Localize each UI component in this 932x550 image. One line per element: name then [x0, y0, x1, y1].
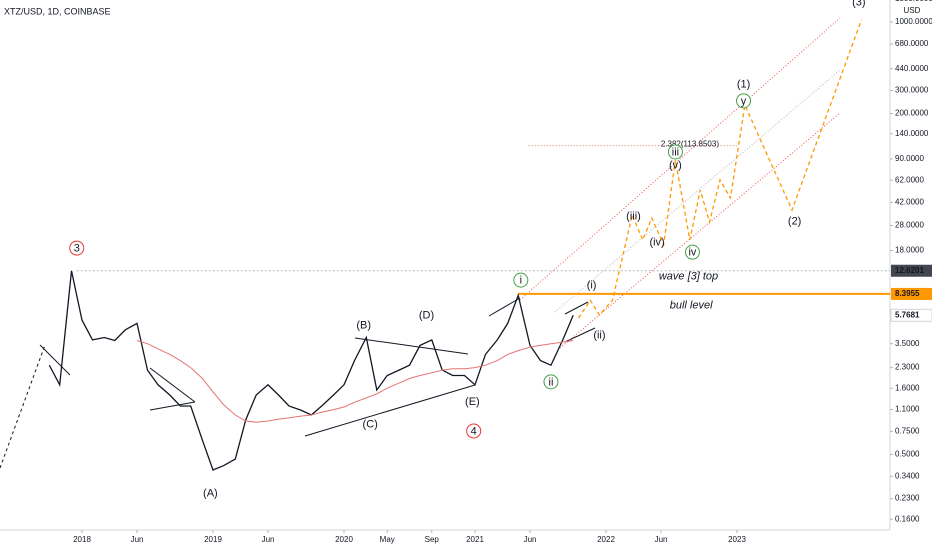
currency-label: USD: [904, 6, 921, 15]
y-tick-label: 1000.0000: [895, 17, 932, 26]
y-tick-label: 1500.0000: [895, 0, 932, 3]
wave-label: iii: [672, 146, 679, 158]
trendline: [39, 344, 71, 376]
trendline: [488, 297, 521, 317]
wave-label: bull level: [670, 299, 713, 311]
y-tick-label: 200.0000: [895, 109, 929, 118]
y-tick-label: 42.0000: [895, 197, 924, 206]
y-tick-label: 2.3000: [895, 363, 920, 372]
y-tick-label: 0.5000: [895, 450, 920, 459]
wave-label: wave [3] top: [659, 270, 718, 282]
x-tick-label: 2018: [73, 535, 91, 544]
y-tick-label: 680.0000: [895, 39, 929, 48]
wave-circle: [513, 272, 529, 288]
last-price-label: 5.7681: [895, 310, 920, 319]
trendline: [149, 401, 196, 411]
x-tick-label: 2023: [728, 535, 746, 544]
wave-label: (1): [737, 78, 750, 90]
wave-label: (D): [419, 309, 434, 321]
trendline: [564, 301, 589, 315]
wave-circle: [69, 240, 85, 256]
wave-label: (C): [363, 419, 378, 431]
channel-line: [559, 112, 841, 349]
trendlines: [0, 17, 841, 469]
y-tick-label: 28.0000: [895, 221, 924, 230]
wave-circle: [466, 423, 482, 439]
channel-line: [519, 17, 841, 301]
wave-label: i: [520, 275, 522, 287]
trendline: [0, 344, 46, 469]
wave-label: (2): [788, 215, 801, 227]
wave-label: y: [741, 95, 747, 107]
x-tick-label: May: [380, 535, 395, 544]
trendline: [304, 384, 476, 437]
wave-label: (iii): [626, 210, 641, 222]
y-tick-label: 140.0000: [895, 129, 929, 138]
wave-label: 3: [74, 242, 80, 254]
y-tick-label: 0.3400: [895, 471, 920, 480]
trendline: [564, 327, 596, 343]
price-label: 12.6201: [895, 266, 924, 275]
wave-label: (B): [356, 319, 371, 331]
x-tick-label: Sep: [425, 535, 440, 544]
x-tick-label: Jun: [524, 535, 537, 544]
x-tick-label: 2019: [204, 535, 222, 544]
x-tick-label: Jun: [262, 535, 275, 544]
y-tick-label: 62.0000: [895, 175, 924, 184]
trendline: [149, 367, 196, 403]
wave-label: (ii): [593, 329, 605, 341]
moving-average: [136, 340, 574, 423]
wave-circle: [543, 374, 559, 390]
fib-label: 2.382(113.8503): [661, 140, 719, 149]
wave-label: 4: [471, 425, 477, 437]
wave-label: (v): [669, 159, 682, 171]
trendline: [354, 337, 469, 355]
y-tick-label: 18.0000: [895, 246, 924, 255]
wave-label: (E): [465, 396, 480, 408]
wave-circle: [667, 144, 683, 160]
y-tick-label: 440.0000: [895, 64, 929, 73]
price-label-box: [891, 287, 932, 300]
x-tick-label: 2021: [466, 535, 484, 544]
y-tick-label: 0.1600: [895, 514, 920, 523]
wave-label: ii: [549, 376, 554, 388]
y-tick-label: 1.1000: [895, 405, 920, 414]
y-tick-label: 300.0000: [895, 86, 929, 95]
wave-circle: [736, 93, 752, 109]
wave-label: (iv): [649, 236, 664, 248]
x-tick-label: Jun: [131, 535, 144, 544]
price-label-box: [891, 264, 932, 277]
y-tick-label: 0.2300: [895, 494, 920, 503]
price-label: 8.3955: [895, 289, 920, 298]
wave-label: (A): [203, 487, 218, 499]
projection-path: [577, 19, 863, 319]
channel-line: [554, 69, 841, 313]
x-tick-label: 2020: [335, 535, 353, 544]
wave-label: (3): [852, 0, 865, 8]
chart-title: XTZ/USD, 1D, COINBASE: [4, 6, 111, 16]
y-tick-label: 1.6000: [895, 383, 920, 392]
x-tick-label: 2022: [597, 535, 615, 544]
wave-label: iv: [688, 247, 696, 259]
y-tick-label: 3.5000: [895, 339, 920, 348]
wave-label: (i): [587, 280, 597, 292]
x-tick-label: Jun: [655, 535, 668, 544]
last-price-box: [890, 308, 932, 322]
y-tick-label: 0.7500: [895, 426, 920, 435]
y-tick-label: 90.0000: [895, 154, 924, 163]
wave-circle: [684, 244, 700, 260]
